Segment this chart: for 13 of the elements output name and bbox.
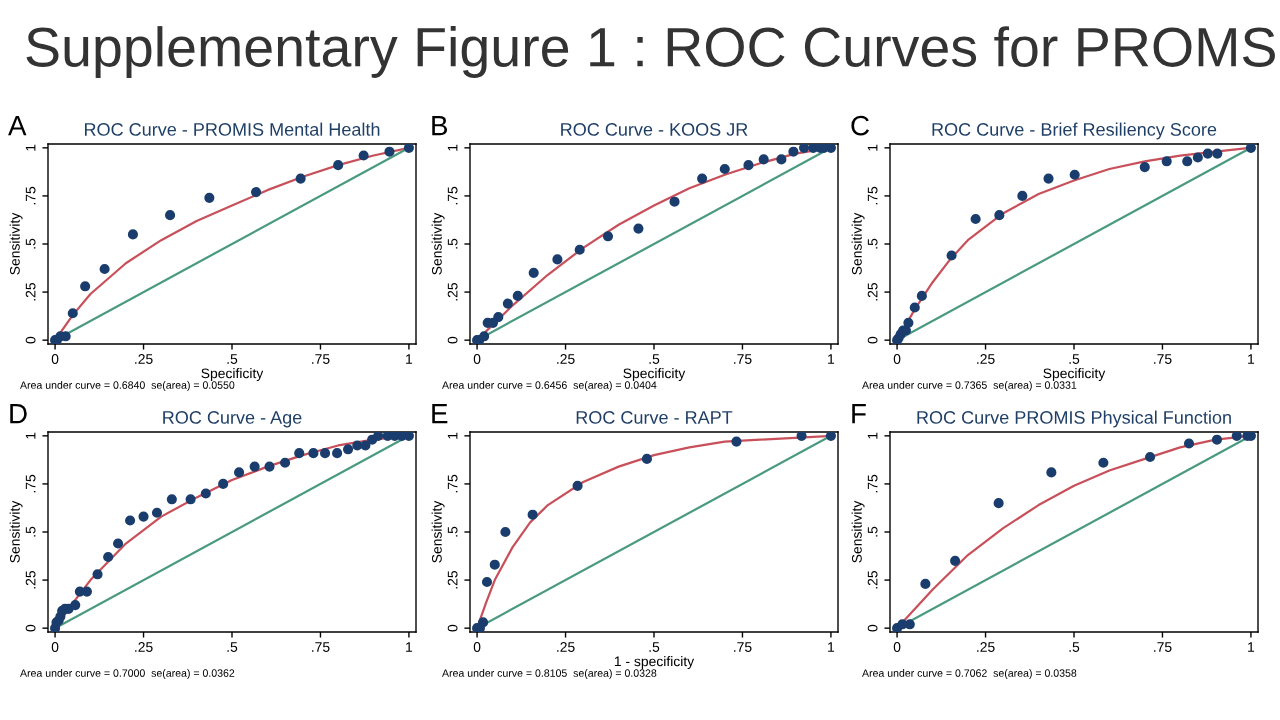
chart-title: ROC Curve - RAPT xyxy=(576,411,733,424)
text: Supplementary Figure 1 : ROC Curves for PROMS xyxy=(26,26,1275,78)
text: B xyxy=(432,116,448,136)
chart-title: ROC Curve - KOOS JR xyxy=(561,123,748,136)
text: E xyxy=(432,404,448,424)
text: C xyxy=(851,115,869,136)
chart-title: ROC Curve - Brief Resiliency Score xyxy=(932,122,1217,140)
chart-title: ROC Curve - Age xyxy=(163,411,302,428)
text: D xyxy=(10,404,27,424)
chart-title: ROC Curve - PROMIS Mental Health xyxy=(84,122,380,136)
text: F xyxy=(852,404,866,424)
text: A xyxy=(8,116,27,136)
chart-title: ROC Curve PROMIS Physical Function xyxy=(917,410,1231,428)
